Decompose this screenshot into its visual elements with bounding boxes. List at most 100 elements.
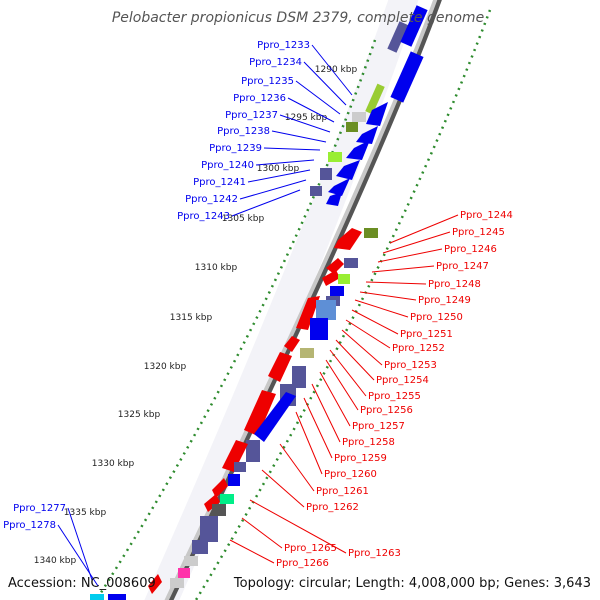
gene-label[interactable]: Ppro_1252 (392, 343, 445, 354)
feature-arrow (284, 336, 300, 352)
kbp-tick-label: 1315 kbp (170, 313, 213, 323)
gene-label[interactable]: Ppro_1235 (241, 76, 294, 87)
tick-layer: 1290 kbp 1295 kbp 1300 kbp 1305 kbp 1310 kbp… (34, 65, 358, 566)
gene-leader-line (241, 517, 283, 549)
gene-leader-line (382, 231, 451, 254)
feature-block (228, 474, 240, 486)
gene-leader-line (335, 339, 375, 381)
gene-label[interactable]: Ppro_1236 (233, 93, 286, 104)
gene-label[interactable]: Ppro_1249 (418, 295, 471, 306)
gene-leader-line (57, 524, 99, 587)
kbp-tick-label: 1335 kbp (64, 508, 107, 518)
gene-label[interactable]: Ppro_1234 (249, 57, 302, 68)
gene-label[interactable]: Ppro_1265 (284, 543, 337, 554)
feature-block (310, 186, 322, 196)
gene-label[interactable]: Ppro_1239 (209, 143, 262, 154)
feature-block (352, 112, 366, 122)
gene-leader-line (389, 214, 459, 244)
gene-leader-line (67, 507, 93, 581)
feature-arrow (326, 192, 342, 206)
gene-label[interactable]: Ppro_1277 (13, 503, 66, 514)
gene-label[interactable]: Ppro_1237 (225, 110, 278, 121)
gene-label[interactable]: Ppro_1242 (185, 194, 238, 205)
gene-label[interactable]: Ppro_1266 (276, 558, 329, 569)
gene-leader-line (329, 349, 367, 397)
feature-arrow (356, 126, 378, 144)
feature-arrow (346, 140, 370, 160)
gene-label[interactable]: Ppro_1241 (193, 177, 246, 188)
feature-block (346, 122, 358, 132)
feature-arrow (334, 228, 362, 250)
gene-label-layer: Ppro_1233 Ppro_1234 Ppro_1235 Ppro_1236 Ppro… (3, 40, 513, 587)
gene-label[interactable]: Ppro_1257 (352, 421, 405, 432)
feature-block (400, 5, 428, 47)
gene-leader-line (287, 97, 335, 123)
feature-block (192, 540, 208, 554)
gene-label[interactable]: Ppro_1259 (334, 453, 387, 464)
gene-label[interactable]: Ppro_1260 (324, 469, 377, 480)
gene-leader-line (229, 539, 275, 564)
gc-skew-outer-track (194, 9, 492, 600)
feature-arrow (148, 574, 162, 594)
gene-label[interactable]: Ppro_1245 (452, 227, 505, 238)
gene-leader-line (311, 44, 353, 96)
kbp-tick-label: 1290 kbp (315, 65, 358, 75)
gene-label[interactable]: Ppro_1244 (460, 210, 513, 221)
gene-label[interactable]: Ppro_1238 (217, 126, 270, 137)
gene-leader-line (279, 443, 315, 492)
gene-leader-line (371, 265, 435, 273)
gene-label[interactable]: Ppro_1263 (348, 548, 401, 559)
feature-block (330, 286, 344, 296)
gene-label[interactable]: Ppro_1261 (316, 486, 369, 497)
feature-block (220, 494, 234, 504)
gene-label[interactable]: Ppro_1233 (257, 40, 310, 51)
gene-label[interactable]: Ppro_1254 (376, 375, 429, 386)
gene-leader-line (263, 147, 321, 151)
feature-arrow (328, 178, 350, 196)
gene-label[interactable]: Ppro_1258 (342, 437, 395, 448)
feature-arrow (366, 102, 388, 126)
feature-block (328, 152, 342, 162)
feature-block (344, 258, 358, 268)
gene-leader-line (271, 130, 327, 143)
gene-label[interactable]: Ppro_1253 (384, 360, 437, 371)
gene-label[interactable]: Ppro_1246 (444, 244, 497, 255)
feature-arrow (212, 478, 228, 498)
gene-label[interactable]: Ppro_1262 (306, 502, 359, 513)
gene-label[interactable]: Ppro_1248 (428, 279, 481, 290)
gene-leader-line (279, 114, 331, 133)
gene-label[interactable]: Ppro_1251 (400, 329, 453, 340)
feature-arrow (204, 494, 220, 512)
gene-label[interactable]: Ppro_1250 (410, 312, 463, 323)
gene-leader-line (311, 383, 341, 443)
feature-block (178, 568, 190, 578)
gene-leader-line (255, 159, 315, 166)
kbp-tick-label: 1305 kbp (222, 214, 265, 224)
gene-label[interactable]: Ppro_1278 (3, 520, 56, 531)
feature-block (108, 594, 126, 600)
feature-block (300, 348, 314, 358)
feature-block (234, 462, 246, 472)
kbp-tick-label: 1320 kbp (144, 362, 187, 372)
gene-leader-line (249, 499, 347, 554)
gene-leader-line (303, 61, 347, 106)
gene-leader-line (295, 411, 323, 475)
feature-block (200, 516, 218, 542)
kbp-tick-label: 1325 kbp (118, 410, 161, 420)
gene-leader-line (239, 179, 307, 200)
gene-label[interactable]: Ppro_1240 (201, 160, 254, 171)
gene-leader-line (247, 169, 311, 183)
gene-leader-line (365, 281, 427, 285)
feature-block (170, 578, 184, 588)
feature-band (144, 0, 419, 600)
gene-leader-line (359, 291, 417, 301)
gene-leader-line (261, 469, 305, 508)
gene-label[interactable]: Ppro_1255 (368, 391, 421, 402)
summary-text: Topology: circular; Length: 4,008,000 bp… (233, 576, 591, 591)
feature-block (338, 274, 350, 284)
gene-label[interactable]: Ppro_1256 (360, 405, 413, 416)
gene-label[interactable]: Ppro_1243 (177, 211, 230, 222)
feature-block (364, 228, 378, 238)
gene-label[interactable]: Ppro_1247 (436, 261, 489, 272)
